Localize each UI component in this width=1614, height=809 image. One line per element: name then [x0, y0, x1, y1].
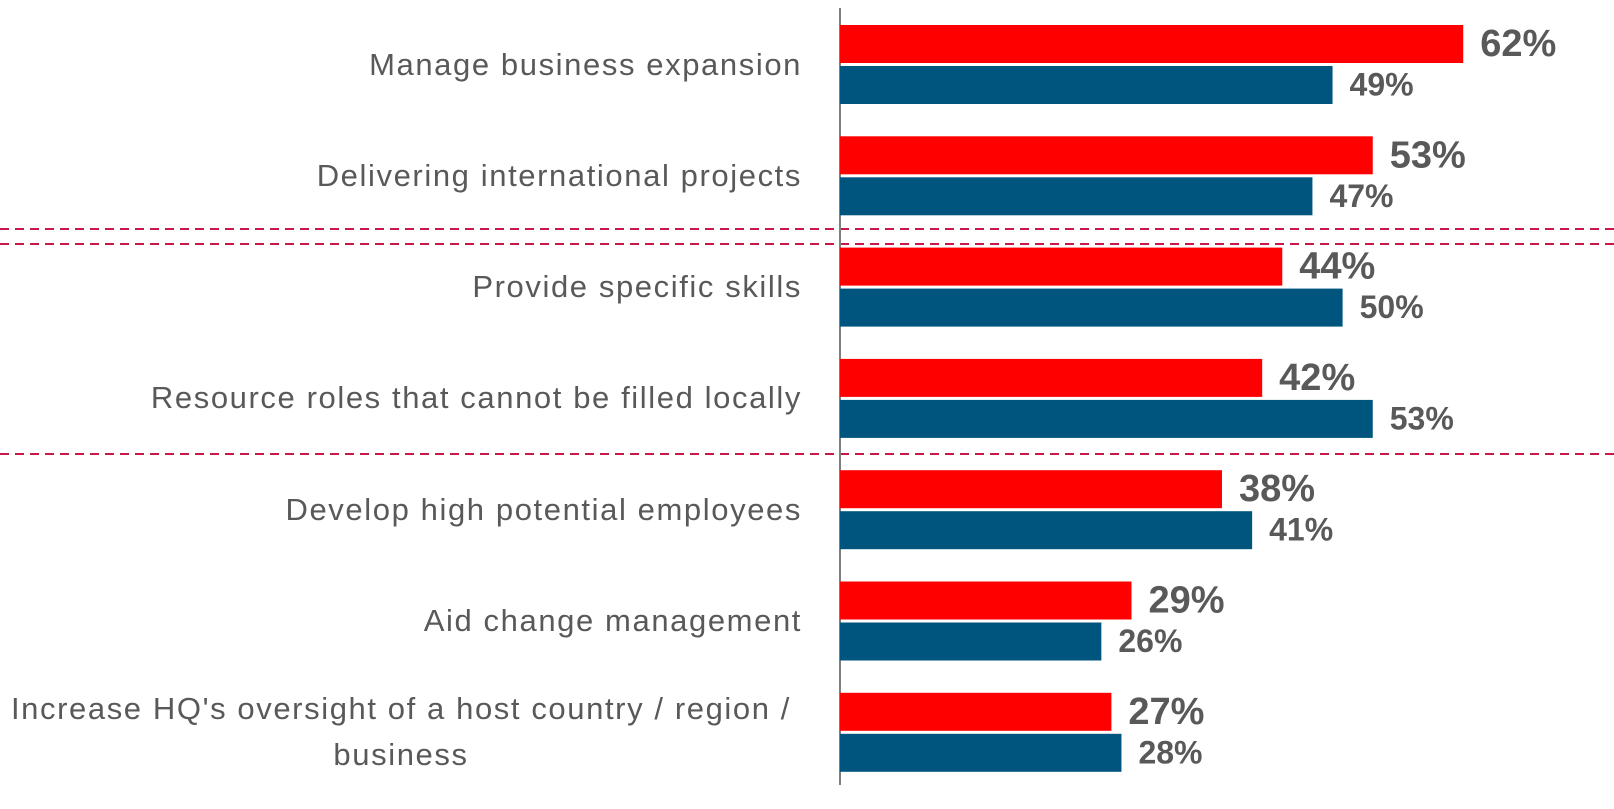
bar — [840, 136, 1373, 175]
value-label: 28% — [1138, 734, 1202, 770]
value-label: 42% — [1279, 357, 1355, 399]
value-label: 53% — [1390, 400, 1454, 436]
bar — [840, 399, 1373, 438]
bar — [840, 358, 1263, 397]
bar — [840, 581, 1132, 620]
bar — [840, 247, 1283, 286]
bar — [840, 622, 1102, 661]
value-label: 41% — [1269, 512, 1333, 548]
bar — [840, 511, 1253, 550]
value-label: 44% — [1299, 246, 1375, 288]
category-label: Resource roles that cannot be filled loc… — [150, 380, 802, 416]
value-label: 26% — [1118, 623, 1182, 659]
value-label: 53% — [1390, 134, 1466, 176]
value-label: 49% — [1350, 66, 1414, 102]
value-label: 29% — [1149, 580, 1225, 622]
bar — [840, 177, 1313, 216]
category-label: Develop high potential employees — [285, 491, 802, 527]
category-label: Manage business expansion — [369, 46, 802, 82]
value-label: 27% — [1128, 691, 1204, 733]
category-label: Delivering international projects — [316, 157, 802, 193]
category-label: Provide specific skills — [472, 269, 802, 305]
bar — [840, 25, 1464, 63]
value-label: 38% — [1239, 468, 1315, 510]
bar — [840, 733, 1122, 772]
bar — [840, 288, 1343, 327]
value-label: 50% — [1360, 289, 1424, 325]
bar — [840, 692, 1112, 731]
category-label: Increase HQ's oversight of a host countr… — [10, 691, 792, 773]
bar — [840, 66, 1333, 104]
value-label: 47% — [1329, 178, 1393, 214]
category-label: Aid change management — [423, 603, 802, 638]
bar — [840, 470, 1222, 509]
value-label: 62% — [1480, 23, 1556, 65]
